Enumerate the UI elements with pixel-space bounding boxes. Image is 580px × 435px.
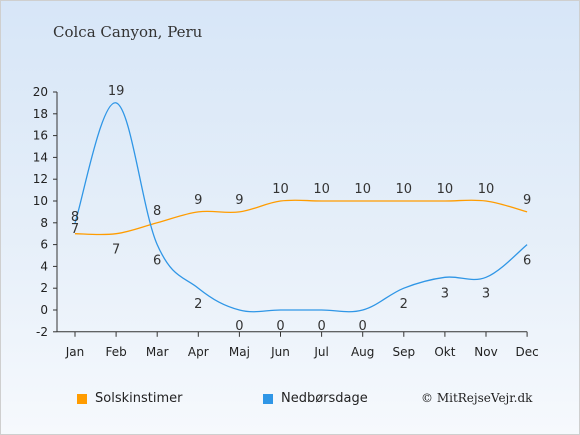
data-label-nedborsdage: 0 [276,319,284,334]
x-tick-label: Mar [146,345,169,359]
data-label-solskinstimer: 10 [478,182,495,197]
data-label-nedborsdage: 3 [482,286,490,301]
data-label-solskinstimer: 9 [523,193,531,208]
y-tick-label: 14 [33,150,48,164]
y-tick-label: 2 [40,281,48,295]
data-label-solskinstimer: 7 [71,222,79,237]
data-label-solskinstimer: 10 [354,182,371,197]
data-label-solskinstimer: 10 [437,182,454,197]
y-tick-label: 18 [33,107,48,121]
data-label-nedborsdage: 0 [235,319,243,334]
legend-swatch-blue [263,393,273,404]
data-label-nedborsdage: 0 [317,319,325,334]
y-tick-label: 20 [33,85,48,99]
data-label-solskinstimer: 8 [153,204,161,219]
x-tick-label: Maj [229,345,250,359]
data-label-solskinstimer: 9 [235,193,243,208]
data-label-nedborsdage: 8 [71,210,79,225]
copyright-text: © MitRejseVejr.dk [421,391,533,405]
y-tick-label: -2 [36,325,48,339]
x-tick-label: Nov [474,345,497,359]
y-tick-label: 4 [40,259,48,273]
series-line-nedborsdage [74,102,528,313]
x-tick-label: Jul [313,345,328,359]
data-label-nedborsdage: 19 [108,84,125,99]
x-tick-label: Jun [270,345,290,359]
x-tick-label: Jan [65,345,85,359]
data-label-solskinstimer: 7 [112,243,120,258]
y-tick-label: 12 [33,172,48,186]
y-tick-label: 16 [33,129,48,143]
x-tick-label: Sep [392,345,415,359]
data-label-nedborsdage: 6 [523,254,531,269]
series-line-solskinstimer [74,199,528,236]
y-tick-label: 0 [40,303,48,317]
data-label-nedborsdage: 6 [153,254,161,269]
data-label-nedborsdage: 2 [194,297,202,312]
y-tick-label: 6 [40,238,48,252]
data-label-solskinstimer: 10 [272,182,289,197]
legend-swatch-orange [77,393,87,404]
x-tick-label: Apr [188,345,209,359]
data-label-solskinstimer: 10 [313,182,330,197]
x-tick-label: Dec [515,345,538,359]
legend-label-solskinstimer: Solskinstimer [95,391,183,406]
legend-label-nedborsdage: Nedbørsdage [281,391,368,406]
legend-item-nedborsdage: Nedbørsdage [263,391,368,406]
data-label-solskinstimer: 9 [194,193,202,208]
data-label-nedborsdage: 2 [400,297,408,312]
data-label-solskinstimer: 10 [396,182,413,197]
x-tick-label: Feb [105,345,126,359]
y-tick-label: 10 [33,194,48,208]
data-label-nedborsdage: 0 [359,319,367,334]
x-tick-label: Aug [351,345,374,359]
legend-item-solskinstimer: Solskinstimer [77,391,182,406]
data-label-nedborsdage: 3 [441,286,449,301]
series-layer [74,102,528,313]
y-tick-label: 8 [40,216,48,230]
chart-title: Colca Canyon, Peru [53,23,203,41]
x-tick-label: Okt [434,345,455,359]
